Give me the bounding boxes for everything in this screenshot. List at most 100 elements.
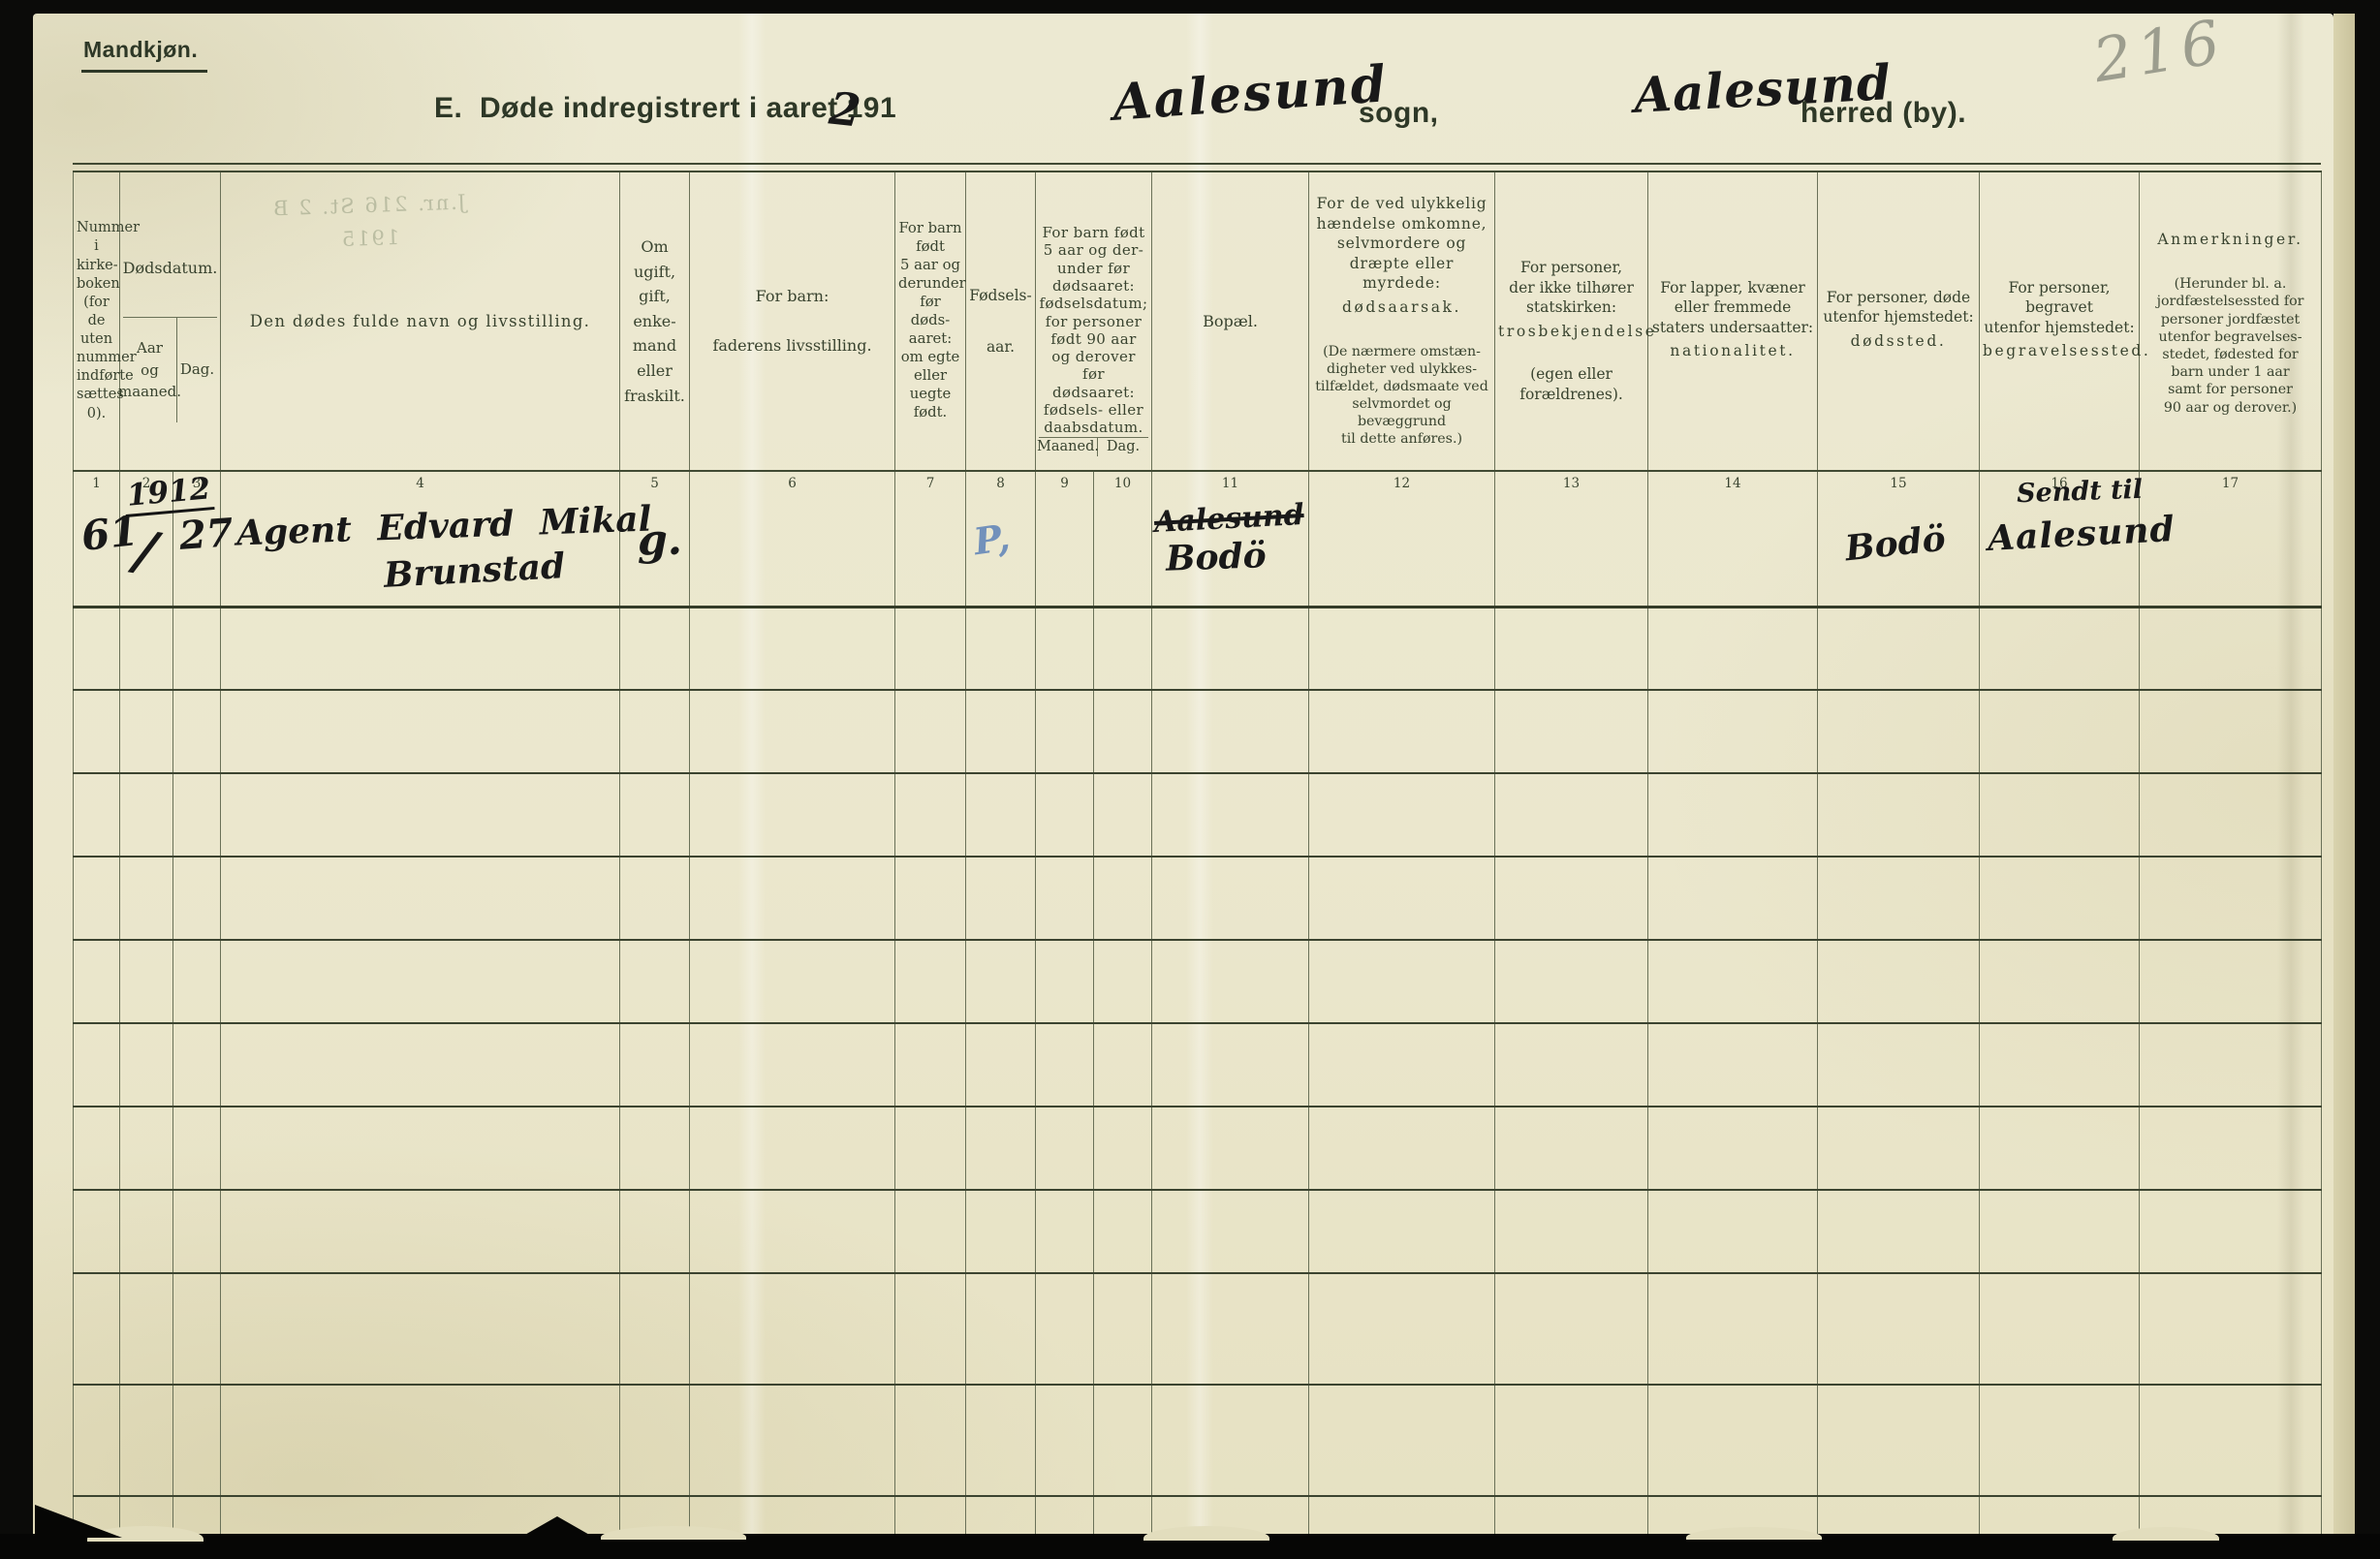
empty-cell (1151, 1107, 1310, 1192)
empty-cell (220, 1273, 620, 1387)
empty-cell (172, 1273, 221, 1387)
col-header-legitimate-birth: For barn født 5 aar og derunder før døds… (894, 171, 966, 473)
handwritten-residence-corrected: Bodö (1165, 535, 1268, 579)
sogn-label: sogn, (1359, 97, 1439, 129)
empty-cell (1151, 690, 1310, 775)
header-row: Nummer i kirke- boken (for de uten numme… (73, 171, 2323, 473)
col-header-birth-year: Fødsels- aar. (965, 171, 1036, 473)
empty-cell (1093, 940, 1153, 1025)
empty-cell (894, 1190, 966, 1275)
empty-cell (172, 607, 221, 692)
empty-register-row (73, 607, 2323, 692)
empty-cell (1647, 1023, 1819, 1108)
empty-cell (172, 1107, 221, 1192)
column-number: 13 (1494, 471, 1649, 503)
table-top-rule (73, 163, 2321, 165)
empty-cell (2139, 1190, 2323, 1275)
column-number: 7 (894, 471, 966, 503)
empty-cell (2139, 1107, 2323, 1192)
handwritten-burial-note: Sendt til (2016, 474, 2144, 510)
cell-birth-day (1093, 502, 1153, 608)
empty-cell (1494, 690, 1649, 775)
cell-death-place: Bodö (1817, 502, 1981, 608)
empty-cell (619, 1385, 690, 1498)
empty-cell (689, 690, 895, 775)
empty-cell (73, 940, 120, 1025)
empty-cell (1647, 1107, 1819, 1192)
column-number: 10 (1093, 471, 1153, 503)
death-place-text: For personer, døde utenfor hjemstedet: (1823, 288, 1974, 327)
cell-father-occupation (689, 502, 895, 608)
empty-cell (73, 1023, 120, 1108)
empty-cell (220, 1023, 620, 1108)
empty-cell (119, 1385, 173, 1498)
empty-cell (1093, 1023, 1153, 1108)
page-edge-sliver (2333, 14, 2355, 1543)
empty-cell (172, 690, 221, 775)
cell-remarks (2139, 502, 2323, 608)
empty-cell (1979, 857, 2141, 942)
empty-cell (894, 690, 966, 775)
empty-cell (1093, 1385, 1153, 1498)
col-header-cause-of-death: For de ved ulykkelig hændelse omkomne, s… (1308, 171, 1496, 473)
empty-cell (1035, 1273, 1094, 1387)
paper-tear-bump (87, 1526, 204, 1542)
empty-cell (965, 1023, 1036, 1108)
handwritten-death-place: Bodö (1843, 517, 1948, 570)
empty-cell (1817, 1107, 1981, 1192)
empty-cell (619, 1273, 690, 1387)
blue-pencil-mark: P, (971, 514, 1013, 564)
empty-cell (1979, 690, 2141, 775)
empty-cell (73, 773, 120, 858)
empty-cell (119, 690, 173, 775)
empty-cell (1647, 1385, 1819, 1498)
cause-of-death-note: (De nærmere omstæn- digheter ved ulykkes… (1315, 343, 1488, 448)
empty-cell (119, 857, 173, 942)
empty-cell (1647, 690, 1819, 775)
column-number: 15 (1817, 471, 1981, 503)
paper-tear-bump (1143, 1526, 1269, 1541)
empty-cell (73, 607, 120, 692)
empty-cell (2139, 773, 2323, 858)
empty-register-row (73, 773, 2323, 858)
empty-cell (1494, 1190, 1649, 1275)
empty-cell (1308, 940, 1496, 1025)
col-header-day: Dag. (179, 360, 215, 379)
empty-cell (2139, 1023, 2323, 1108)
cell-marital-status: g. (619, 502, 690, 608)
col-header-residence: Bopæl. (1151, 171, 1310, 473)
empty-cell (1817, 940, 1981, 1025)
remarks-emphasis: Anmerkninger. (2157, 231, 2303, 249)
empty-cell (73, 857, 120, 942)
empty-register-row (73, 690, 2323, 775)
col-header-number: Nummer i kirke- boken (for de uten numme… (73, 171, 140, 473)
empty-cell (1308, 773, 1496, 858)
empty-cell (1979, 607, 2141, 692)
empty-cell (619, 857, 690, 942)
col-header-burial-place: For personer, begravet utenfor hjemstede… (1979, 171, 2148, 473)
handwritten-name-line1: Agent Edvard Mikal (235, 498, 652, 554)
col-header-birth-month: Maaned. (1037, 437, 1099, 456)
empty-register-row (73, 940, 2323, 1025)
empty-cell (689, 607, 895, 692)
empty-cell (965, 857, 1036, 942)
death-date-group-label: Dødsdatum. (123, 220, 217, 319)
empty-cell (1308, 1190, 1496, 1275)
empty-cell (1494, 1273, 1649, 1387)
column-number: 4 (220, 471, 620, 503)
empty-cell (689, 1023, 895, 1108)
cause-of-death-text: For de ved ulykkelig hændelse omkomne, s… (1316, 195, 1488, 293)
empty-cell (894, 857, 966, 942)
empty-cell (2139, 1385, 2323, 1498)
empty-cell (965, 773, 1036, 858)
empty-cell (172, 1190, 221, 1275)
column-number: 1 (73, 471, 120, 503)
empty-cell (1308, 1273, 1496, 1387)
empty-cell (119, 940, 173, 1025)
empty-cell (689, 857, 895, 942)
empty-cell (965, 1385, 1036, 1498)
empty-cell (1151, 1023, 1310, 1108)
empty-cell (1647, 1190, 1819, 1275)
empty-cell (1093, 1107, 1153, 1192)
empty-cell (689, 1107, 895, 1192)
